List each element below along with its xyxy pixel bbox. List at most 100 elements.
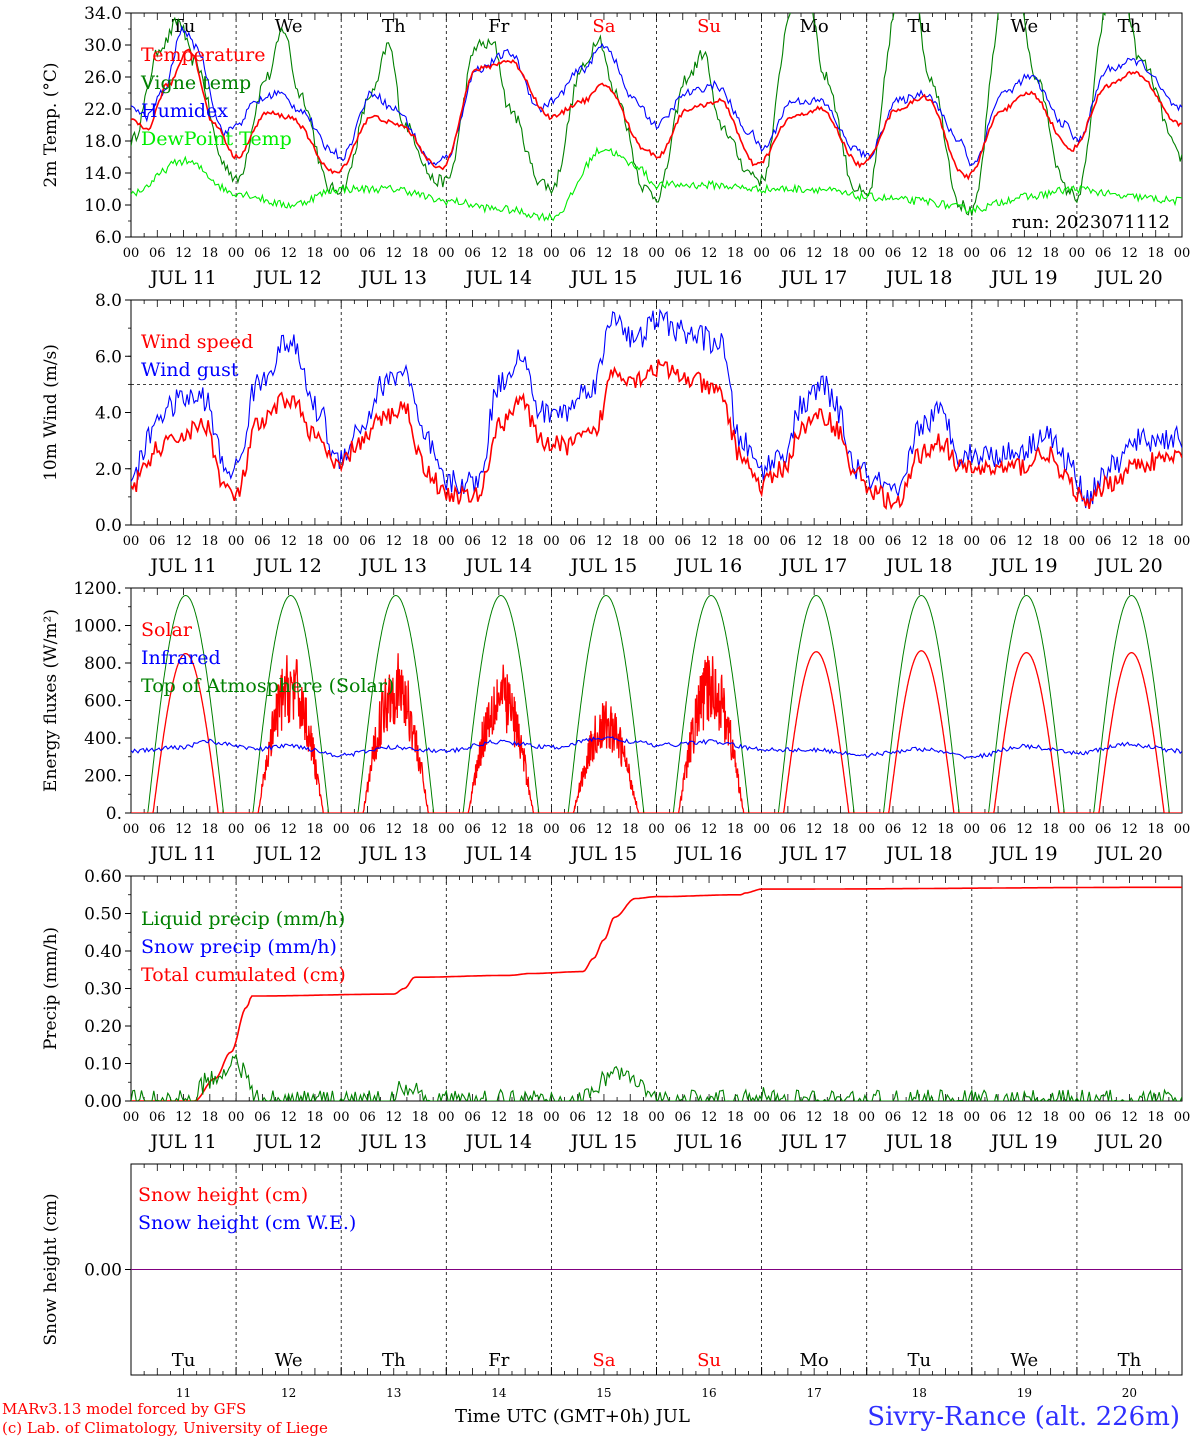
temp-date-label: JUL 17	[779, 267, 847, 289]
day-number-label: 12	[281, 1386, 296, 1400]
precip-hour-label: 06	[1095, 1110, 1112, 1125]
temp-hour-label: 12	[385, 246, 402, 261]
precip-y-tick-label: 0.30	[84, 980, 122, 1000]
precip-hour-label: 06	[359, 1110, 376, 1125]
wind-hour-label: 18	[937, 534, 954, 549]
energy-hour-label: 18	[727, 822, 744, 837]
energy-hour-label: 12	[701, 822, 718, 837]
temp-hour-label: 18	[622, 246, 639, 261]
precip-hour-label: 18	[727, 1110, 744, 1125]
energy-y-tick-label: 400.	[84, 729, 122, 749]
temp-hour-label: 06	[464, 246, 481, 261]
wind-date-label: JUL 11	[148, 555, 216, 577]
wind-hour-label: 06	[464, 534, 481, 549]
temp-hour-label: 00	[753, 246, 770, 261]
precip-hour-label: 12	[701, 1110, 718, 1125]
wind-date-label: JUL 17	[779, 555, 847, 577]
temp-hour-label: 12	[491, 246, 508, 261]
temp-hour-label: 06	[990, 246, 1007, 261]
precip-hour-label: 18	[1147, 1110, 1164, 1125]
weekday-label: Mo	[800, 16, 829, 37]
energy-hour-label: 00	[753, 822, 770, 837]
wind-panel: 0.0 2.0 4.0 6.0 8.0 10m Wind (m/s) 00 06 12 18 00 0…	[41, 291, 1190, 577]
temp-hour-label: 06	[254, 246, 271, 261]
energy-hour-label: 00	[438, 822, 455, 837]
temp-hour-label: 00	[228, 246, 245, 261]
energy-hour-label: 18	[517, 822, 534, 837]
model-label: MARv3.13 model forced by GFS	[2, 1400, 247, 1418]
wind-hour-label: 12	[911, 534, 928, 549]
energy-hour-label: 18	[1042, 822, 1059, 837]
weekday-label: Tu	[907, 16, 931, 37]
energy-hour-label: 06	[675, 822, 692, 837]
precip-hour-label: 06	[675, 1110, 692, 1125]
wind-hour-label: 06	[149, 534, 166, 549]
temp-hour-label: 12	[701, 246, 718, 261]
precip-hour-label: 12	[491, 1110, 508, 1125]
temp-date-label: JUL 12	[253, 267, 321, 289]
wind-hour-label: 18	[622, 534, 639, 549]
precip-hour-label: 06	[780, 1110, 797, 1125]
energy-hour-label: 06	[464, 822, 481, 837]
temp-date-label: JUL 19	[989, 267, 1057, 289]
precip-hour-label: 00	[333, 1110, 350, 1125]
weekday-label: We	[1011, 16, 1039, 37]
temp-hour-label: 06	[885, 246, 902, 261]
precip-hour-label: 00	[543, 1110, 560, 1125]
legend-liquid-precip-mm-h-: Liquid precip (mm/h)	[141, 908, 345, 930]
wind-hour-label: 06	[780, 534, 797, 549]
temp-date-label: JUL 20	[1094, 267, 1162, 289]
energy-hour-label: 18	[937, 822, 954, 837]
wind-hour-label: 00	[438, 534, 455, 549]
energy-hour-label: 06	[359, 822, 376, 837]
snow-panel: 0.00 Snow height (cm) Snow height (cm) Snow…	[41, 1163, 1183, 1400]
energy-y-axis-label: Energy fluxes (W/m²)	[41, 609, 61, 792]
wind-hour-label: 00	[753, 534, 770, 549]
temp-hour-label: 06	[675, 246, 692, 261]
wind-hour-label: 00	[648, 534, 665, 549]
weekday-label: Sa	[592, 16, 615, 37]
energy-date-label: JUL 18	[884, 843, 952, 865]
energy-hour-label: 00	[648, 822, 665, 837]
energy-panel: 0. 200. 400. 600. 800. 1000. 1200. Energy fluxe…	[41, 579, 1190, 865]
temp-hour-label: 12	[1121, 246, 1138, 261]
snow-y-tick-label: 0.00	[84, 1261, 122, 1281]
legend-total-cumulated-cm-: Total cumulated (cm)	[141, 964, 346, 986]
energy-hour-label: 18	[412, 822, 429, 837]
precip-date-label: JUL 13	[359, 1131, 427, 1153]
temp-hour-label: 18	[937, 246, 954, 261]
credit-label: (c) Lab. of Climatology, University of L…	[2, 1419, 328, 1437]
bottom-weekday-label: Tu	[172, 1350, 196, 1371]
energy-hour-label: 06	[149, 822, 166, 837]
precip-hour-label: 06	[990, 1110, 1007, 1125]
wind-date-label: JUL 12	[253, 555, 321, 577]
bottom-weekday-label: Th	[382, 1350, 406, 1371]
energy-hour-label: 00	[858, 822, 875, 837]
temp-y-tick-label: 34.0	[84, 4, 122, 24]
wind-hour-label: 12	[385, 534, 402, 549]
weekday-label: Th	[1118, 16, 1142, 37]
temp-y-axis-label: 2m Temp. (°C)	[41, 62, 61, 187]
wind-hour-label: 06	[254, 534, 271, 549]
legend-snow-height-cm-: Snow height (cm)	[138, 1184, 308, 1206]
precip-hour-label: 00	[858, 1110, 875, 1125]
energy-hour-label: 00	[964, 822, 981, 837]
energy-hour-label: 12	[385, 822, 402, 837]
temp-hour-label: 00	[858, 246, 875, 261]
temp-y-tick-label: 30.0	[84, 36, 122, 56]
temp-hour-label: 06	[1095, 246, 1112, 261]
wind-hour-label: 00	[1174, 534, 1191, 549]
wind-hour-label: 06	[675, 534, 692, 549]
precip-date-label: JUL 15	[569, 1131, 637, 1153]
temp-date-label: JUL 14	[464, 267, 532, 289]
energy-hour-label: 06	[885, 822, 902, 837]
temp-hour-label: 00	[123, 246, 140, 261]
precip-hour-label: 00	[964, 1110, 981, 1125]
dewpoint-temp-line	[131, 146, 1182, 222]
wind-y-tick-label: 0.0	[95, 516, 122, 536]
legend-temperature: Temperature	[141, 44, 265, 66]
toa-solar-line	[131, 595, 1182, 813]
precip-date-label: JUL 18	[884, 1131, 952, 1153]
temp-hour-label: 12	[911, 246, 928, 261]
